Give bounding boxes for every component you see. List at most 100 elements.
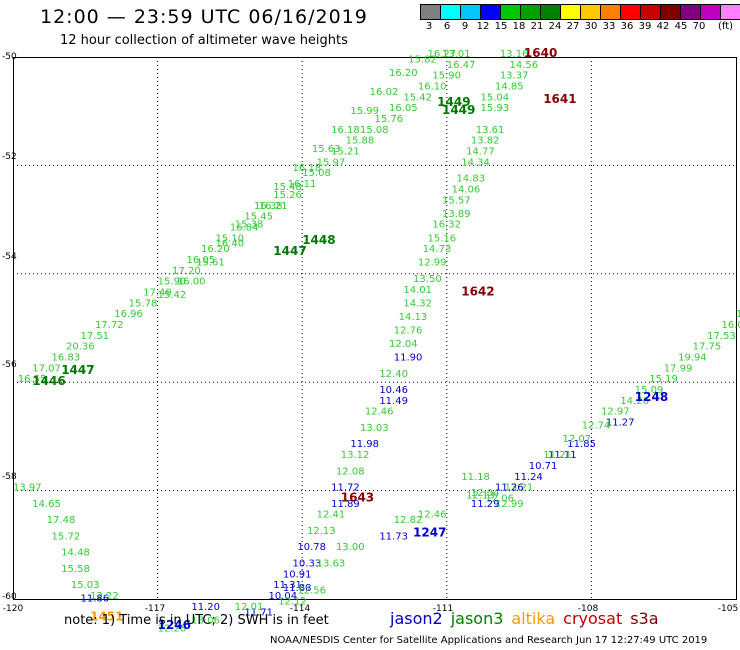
wave-height-value: 16.21 [259,201,288,212]
page-title: 12:00 — 23:59 UTC 06/16/2019 [40,6,368,28]
satellite-jason2: jason2 [390,609,443,628]
pass-time-label: 1246 [158,618,191,632]
color-scale-unit: (ft) [718,21,734,32]
wave-height-value: 12.22 [90,591,119,602]
satellite-cryosat: cryosat [563,609,623,628]
wave-height-value: 16.40 [215,239,244,250]
wave-height-value: 11.72 [331,483,360,494]
wave-height-value: 11.73 [379,531,408,542]
wave-height-value: 11.49 [379,396,408,407]
wave-height-value: 13.00 [336,542,365,553]
wave-height-value: 15.90 [158,277,187,288]
wave-height-value: 13.50 [413,274,442,285]
wave-height-value: 16.47 [447,60,476,71]
color-scale-legend [420,4,740,20]
wave-height-value: 15.38 [235,220,264,231]
wave-height-value: 14.32 [403,298,432,309]
wave-height-value: 17.99 [664,363,693,374]
wave-height-value: 15.42 [403,92,432,103]
wave-height-value: 16.55 [18,374,47,385]
wave-height-value: 15.26 [273,190,302,201]
y-tick-label: -52 [2,152,17,162]
legend-value: 70 [692,21,706,32]
wave-height-value: 15.72 [52,531,81,542]
wave-height-value: 15.97 [317,157,346,168]
track-jason3-e: 11.21 12.07 12.74 12.9714.2615.0915.1917.99… [543,309,740,461]
wave-height-value: 12.28 [158,624,187,635]
satellite-jason3: jason3 [450,609,504,628]
legend-value: 42 [656,21,670,32]
wave-height-value: 15.76 [375,114,404,125]
pass-time-label: 1641 [543,92,576,106]
wave-height-value: 14.26 [620,396,649,407]
wave-height-value: 16.83 [52,353,81,364]
legend-value: 9 [461,21,469,32]
wave-height-value: 12.41 [317,510,346,521]
wave-height-value: 10.71 [529,461,558,472]
wave-height-value: 12.01 [235,602,264,613]
wave-height-value: 10.91 [283,569,312,580]
wave-height-value: 15.42 [158,290,187,301]
wave-height-value: 14.48 [61,548,90,559]
wave-height-value: 16.11 [288,179,317,190]
wave-height-value: 12.07 [562,434,591,445]
wave-height-value: 11.86 [80,594,109,605]
wave-height-value: 11.71 [244,607,273,618]
wave-height-value: 14.06 [452,185,481,196]
legend-value: 27 [566,21,580,32]
wave-height-value: 15.78 [129,298,158,309]
wave-height-value: 16.02 [370,87,399,98]
wave-height-value: 14.56 [509,60,538,71]
wave-height-value: 11.11 [548,450,577,461]
wave-height-value: 16.18 [293,163,322,174]
pass-time-label: 1449 [442,103,475,117]
wave-height-value: 17.07 [32,363,61,374]
wave-height-value: 15.10 [215,233,244,244]
wave-height-value: 16.38 [254,201,283,212]
wave-height-value: 16.27 [428,49,457,60]
wave-height-value: 11.29 [471,499,500,510]
legend-value: 12 [476,21,490,32]
wave-height-value: 17.20 [172,266,201,277]
wave-height-value: 12.13 [307,526,336,537]
pass-time-label: 1247 [413,526,446,540]
wave-height-value: 15.09 [635,385,664,396]
wave-height-value: 15.03 [71,580,100,591]
wave-height-value: 13.63 [317,558,346,569]
legend-value: 6 [443,21,451,32]
legend-value: 45 [674,21,688,32]
wave-height-value: 11.21 [543,450,572,461]
legend-value: 21 [530,21,544,32]
wave-height-value: 14.77 [466,147,495,158]
legend-value: 18 [512,21,526,32]
pass-time-label: 1447 [61,363,94,377]
wave-height-value: 16.96 [114,309,143,320]
x-tick-label: -111 [432,604,454,614]
y-tick-label: -54 [2,252,17,262]
wave-height-value: 12.82 [394,515,423,526]
wave-height-value: 14.83 [456,174,485,185]
x-tick-label: -117 [144,604,166,614]
wave-height-value: 13.21 [505,483,534,494]
y-tick-label: -58 [2,472,17,482]
track-jason3-b: 15.42 16.00 15.61 16.40 15.38 16.38 15.48 16.18… [158,49,457,301]
wave-height-value: 11.31 [273,580,302,591]
wave-height-value: 11.27 [606,418,635,429]
wave-height-value: 10.33 [293,558,322,569]
wave-height-value: 15.21 [331,147,360,158]
wave-height-value: 11.90 [394,353,423,364]
wave-height-value: 11.89 [331,499,360,510]
y-tick-label: -50 [2,52,17,62]
map-frame [13,57,737,600]
wave-height-value: 12.06 [485,493,514,504]
wave-height-value: 17.49 [143,287,172,298]
wave-height-value: 15.88 [346,136,375,147]
wave-height-value: 15.99 [350,106,379,117]
satellite-altika: altika [511,609,556,628]
wave-height-value: 10.04 [268,591,297,602]
wave-height-value: 11.85 [567,439,596,450]
units-note: note: 1) Time is in UTC; 2) SWH is in fe… [64,613,329,628]
wave-height-value: 12.99 [418,258,447,269]
